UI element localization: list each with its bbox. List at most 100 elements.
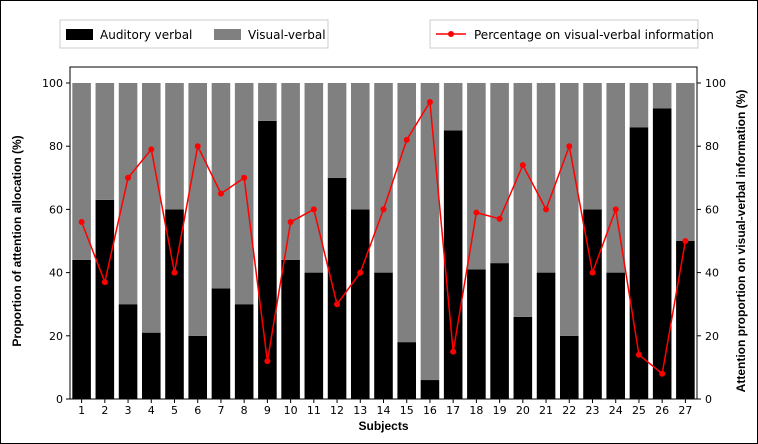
bar-auditory-3 bbox=[118, 304, 138, 399]
bar-visual-19 bbox=[490, 83, 509, 264]
bar-auditory-4 bbox=[141, 332, 161, 399]
line-point-15 bbox=[403, 136, 410, 143]
legend-line: Percentage on visual-verbal information bbox=[429, 19, 714, 49]
x-tick-label-25: 25 bbox=[632, 404, 646, 417]
bar-visual-23 bbox=[583, 83, 602, 210]
bar-auditory-13 bbox=[350, 209, 370, 399]
line-point-27 bbox=[682, 238, 689, 244]
bar-auditory-7 bbox=[211, 288, 231, 399]
line-point-5 bbox=[171, 269, 178, 276]
x-tick-label-16: 16 bbox=[423, 404, 437, 417]
bar-auditory-18 bbox=[467, 269, 486, 399]
bar-auditory-1 bbox=[72, 259, 91, 399]
x-tick-label-1: 1 bbox=[78, 404, 85, 417]
x-tick-label-18: 18 bbox=[469, 404, 483, 417]
y-right-tick-label-0: 0 bbox=[705, 393, 712, 406]
x-tick-label-15: 15 bbox=[400, 404, 414, 417]
x-tick-label-23: 23 bbox=[586, 404, 600, 417]
x-tick-label-8: 8 bbox=[241, 404, 248, 417]
bar-auditory-16 bbox=[420, 380, 440, 399]
y-tick-label-100: 100 bbox=[42, 77, 63, 90]
line-point-23 bbox=[589, 269, 596, 276]
bar-visual-16 bbox=[420, 83, 440, 381]
bar-visual-5 bbox=[165, 83, 184, 210]
x-tick-label-7: 7 bbox=[217, 404, 224, 417]
bar-visual-26 bbox=[652, 83, 672, 109]
x-axis-label: Subjects bbox=[358, 419, 408, 433]
bar-visual-11 bbox=[304, 83, 324, 273]
bar-auditory-8 bbox=[234, 304, 254, 399]
bar-visual-12 bbox=[327, 83, 347, 178]
x-tick-label-26: 26 bbox=[655, 404, 669, 417]
bar-visual-7 bbox=[211, 83, 231, 289]
y-right-tick-label-60: 60 bbox=[705, 203, 719, 216]
bar-visual-10 bbox=[281, 83, 300, 260]
bar-visual-14 bbox=[374, 83, 393, 273]
bar-visual-13 bbox=[350, 83, 370, 210]
y-tick-label-40: 40 bbox=[49, 267, 63, 280]
bar-visual-22 bbox=[559, 83, 579, 336]
bar-auditory-23 bbox=[583, 209, 602, 399]
x-tick-label-14: 14 bbox=[377, 404, 391, 417]
legend-label-line: Percentage on visual-verbal information bbox=[474, 28, 714, 42]
line-point-11 bbox=[310, 206, 317, 213]
bar-auditory-17 bbox=[443, 130, 463, 399]
y-right-tick-label-100: 100 bbox=[705, 77, 726, 90]
line-point-4 bbox=[148, 146, 155, 153]
y-axis-right-label: Attention proportion on visual-verbal in… bbox=[734, 90, 748, 393]
bar-visual-4 bbox=[141, 83, 161, 333]
bar-auditory-14 bbox=[374, 272, 393, 399]
y-right-tick-label-40: 40 bbox=[705, 267, 719, 280]
legend-swatch-auditory bbox=[66, 29, 93, 40]
bar-visual-21 bbox=[536, 83, 556, 273]
x-tick-label-9: 9 bbox=[264, 404, 271, 417]
line-point-19 bbox=[496, 215, 503, 222]
x-tick-label-24: 24 bbox=[609, 404, 623, 417]
line-point-7 bbox=[217, 190, 224, 197]
bar-visual-6 bbox=[188, 83, 208, 336]
bar-auditory-15 bbox=[397, 342, 417, 399]
x-tick-label-17: 17 bbox=[446, 404, 460, 417]
line-point-17 bbox=[450, 348, 457, 355]
legend-box-line bbox=[429, 19, 699, 49]
bar-visual-8 bbox=[234, 83, 254, 305]
line-point-10 bbox=[287, 219, 294, 226]
line-point-14 bbox=[380, 206, 387, 213]
legend-swatch-marker bbox=[448, 31, 454, 37]
line-point-9 bbox=[264, 358, 271, 365]
bar-visual-24 bbox=[606, 83, 626, 273]
bar-auditory-27 bbox=[676, 241, 695, 399]
y-tick-label-20: 20 bbox=[49, 330, 63, 343]
bar-visual-9 bbox=[258, 83, 277, 121]
bar-visual-20 bbox=[513, 83, 533, 317]
legend-bars: Auditory verbal Visual-verbal bbox=[59, 19, 329, 49]
bar-visual-25 bbox=[629, 83, 649, 128]
line-layer bbox=[78, 98, 689, 377]
x-tick-label-22: 22 bbox=[562, 404, 576, 417]
line-point-21 bbox=[543, 206, 550, 213]
line-point-12 bbox=[334, 301, 341, 308]
x-tick-label-12: 12 bbox=[330, 404, 344, 417]
line-point-1 bbox=[78, 219, 85, 226]
bar-visual-17 bbox=[443, 83, 463, 131]
line-point-8 bbox=[241, 174, 248, 181]
bar-visual-18 bbox=[467, 83, 486, 270]
x-tick-label-3: 3 bbox=[125, 404, 132, 417]
x-tick-label-2: 2 bbox=[101, 404, 108, 417]
legend-box-bars bbox=[59, 19, 329, 49]
line-point-24 bbox=[612, 206, 619, 213]
line-point-6 bbox=[194, 143, 201, 150]
axes-layer: 1 2 3 4 5 6 7 8 9 10 11 12 13 14 15 16 17 18 19 20 21 22 23 24 2… bbox=[42, 77, 726, 417]
x-tick-label-10: 10 bbox=[284, 404, 298, 417]
bar-auditory-2 bbox=[95, 199, 115, 399]
x-tick-label-20: 20 bbox=[516, 404, 530, 417]
bar-auditory-24 bbox=[606, 272, 626, 399]
bar-auditory-21 bbox=[536, 272, 556, 399]
bars-layer bbox=[72, 83, 695, 400]
bar-visual-15 bbox=[397, 83, 417, 343]
y-tick-label-0: 0 bbox=[56, 393, 63, 406]
line-point-20 bbox=[519, 162, 526, 169]
x-tick-label-27: 27 bbox=[678, 404, 692, 417]
bar-auditory-22 bbox=[559, 335, 579, 399]
